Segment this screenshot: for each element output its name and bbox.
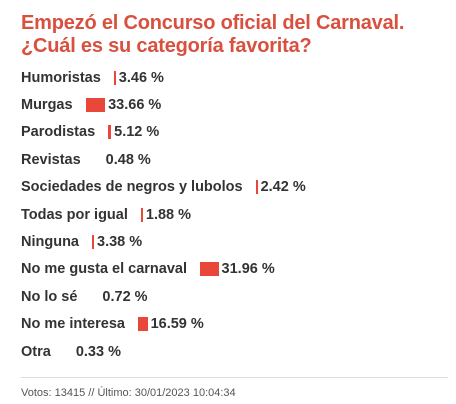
option-percent: 1.88 % xyxy=(145,206,192,223)
option-bar xyxy=(92,235,94,250)
option-row: No lo sé 0.72 % xyxy=(21,283,442,310)
option-row: Otra 0.33 % xyxy=(21,338,442,365)
option-percent: 16.59 % xyxy=(150,316,204,333)
option-percent: 3.46 % xyxy=(118,69,164,86)
option-label: Sociedades de negros y lubolos xyxy=(21,179,243,196)
option-label: Todas por igual xyxy=(21,206,128,223)
option-label: Parodistas xyxy=(21,124,96,141)
option-bar xyxy=(140,207,143,222)
option-bar xyxy=(255,180,258,195)
option-row: Revistas 0.48 % xyxy=(21,146,442,173)
option-label: Otra xyxy=(21,343,51,360)
footer-divider xyxy=(21,377,448,378)
option-percent: 2.42 % xyxy=(260,179,306,196)
option-row: Murgas 33.66 % xyxy=(21,91,442,118)
option-label: Revistas xyxy=(21,151,81,168)
poll-options-list: Humoristas 3.46 % Murgas 33.66 % Parodistas 5… xyxy=(21,64,442,365)
option-row: Todas por igual 1.88 % xyxy=(21,201,442,228)
option-percent: 0.72 % xyxy=(102,288,148,305)
option-row: Sociedades de negros y lubolos 2.42 % xyxy=(21,174,442,201)
option-percent: 0.48 % xyxy=(105,151,151,168)
option-label: No me gusta el carnaval xyxy=(21,261,188,278)
option-label: No me interesa xyxy=(21,316,125,333)
option-percent: 3.38 % xyxy=(97,234,143,251)
option-percent: 31.96 % xyxy=(221,261,275,278)
option-percent: 5.12 % xyxy=(114,124,160,141)
option-bar xyxy=(137,317,148,332)
option-row: Parodistas 5.12 % xyxy=(21,119,442,146)
option-row: No me interesa 16.59 % xyxy=(21,311,442,338)
option-row: No me gusta el carnaval 31.96 % xyxy=(21,256,442,283)
option-label: Ninguna xyxy=(21,234,79,251)
option-bar xyxy=(108,125,112,140)
option-row: Humoristas 3.46 % xyxy=(21,64,442,91)
option-bar xyxy=(200,262,219,277)
poll-footer: Votos: 13415 // Último: 30/01/2023 10:04… xyxy=(21,387,236,399)
option-bar xyxy=(85,98,106,113)
poll-title: Empezó el Concurso oficial del Carnaval.… xyxy=(21,12,405,57)
option-percent: 33.66 % xyxy=(108,97,162,114)
option-percent: 0.33 % xyxy=(75,343,121,360)
option-bar xyxy=(113,70,116,85)
option-label: Murgas xyxy=(21,97,73,114)
option-row: Ninguna 3.38 % xyxy=(21,228,442,255)
option-label: Humoristas xyxy=(21,69,101,86)
option-label: No lo sé xyxy=(21,288,78,305)
